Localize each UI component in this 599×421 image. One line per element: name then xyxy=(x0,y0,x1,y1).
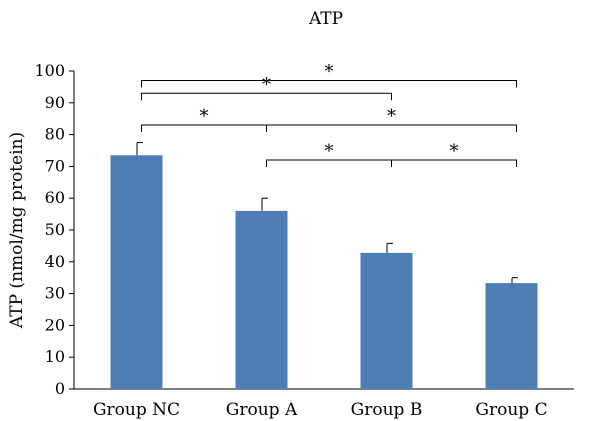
bar xyxy=(110,155,163,389)
chart-title: ATP xyxy=(308,9,343,29)
y-tick-label: 0 xyxy=(55,379,65,398)
x-tick-label: Group C xyxy=(475,400,547,420)
significance-brackets: * * * * * * xyxy=(141,62,517,168)
y-axis-label: ATP (nmol/mg protein) xyxy=(7,132,27,329)
significance-star: * xyxy=(387,106,396,127)
bar xyxy=(235,210,288,389)
y-axis-ticks: 0 10 20 30 40 50 60 70 80 90 100 xyxy=(34,61,74,398)
y-tick-label: 60 xyxy=(45,188,65,207)
significance-star: * xyxy=(200,106,209,127)
x-axis-labels: Group NC Group A Group B Group C xyxy=(93,400,548,420)
bar xyxy=(485,283,538,389)
bar xyxy=(360,252,413,389)
y-tick-label: 100 xyxy=(34,61,65,80)
y-tick-label: 70 xyxy=(45,156,65,175)
y-tick-label: 80 xyxy=(45,125,65,144)
y-tick-label: 90 xyxy=(45,93,65,112)
significance-star: * xyxy=(325,62,334,83)
y-tick-label: 10 xyxy=(45,347,65,366)
significance-star: * xyxy=(450,141,459,162)
significance-bracket xyxy=(141,92,392,101)
y-tick-label: 40 xyxy=(45,252,65,271)
significance-bracket xyxy=(266,124,517,133)
y-tick-label: 50 xyxy=(45,220,65,239)
significance-star: * xyxy=(262,74,271,95)
bars-group xyxy=(110,155,538,389)
significance-bracket xyxy=(141,80,517,88)
y-tick-label: 20 xyxy=(45,315,65,334)
x-tick-label: Group NC xyxy=(93,400,180,420)
x-tick-label: Group B xyxy=(351,400,423,420)
error-bars-group xyxy=(136,142,518,284)
significance-bracket xyxy=(391,159,517,168)
significance-star: * xyxy=(325,141,334,162)
y-tick-label: 30 xyxy=(45,284,65,303)
x-tick-label: Group A xyxy=(226,400,298,420)
